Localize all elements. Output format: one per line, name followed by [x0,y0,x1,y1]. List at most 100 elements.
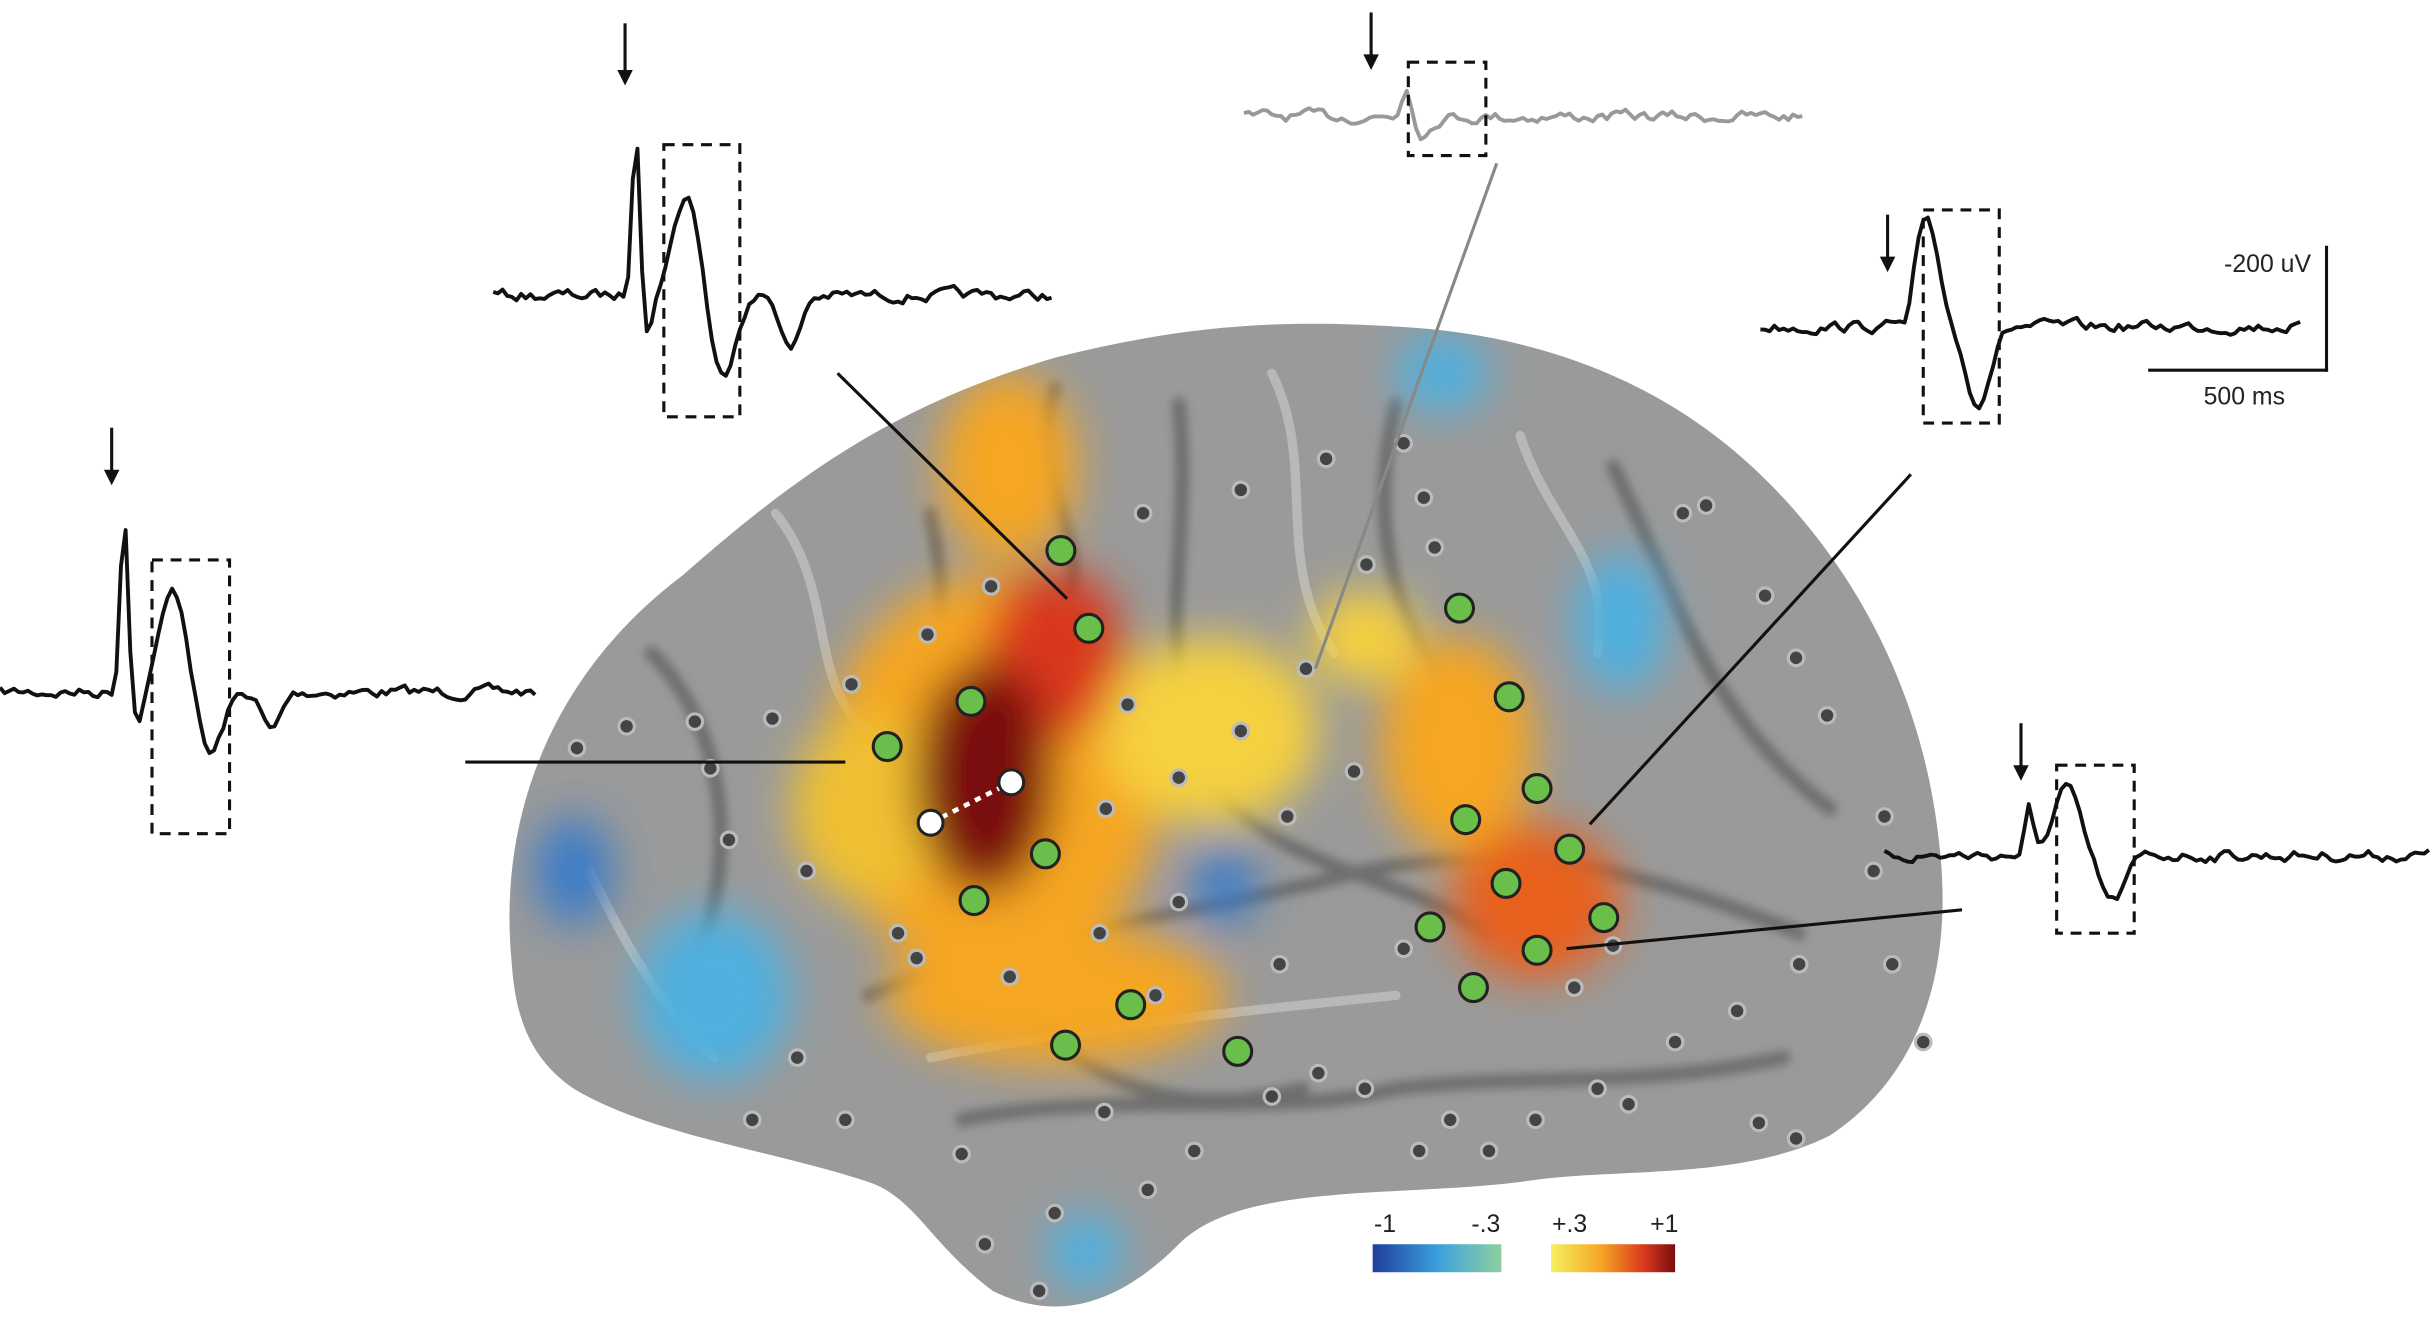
recording-electrode [975,1234,995,1254]
activation [915,661,1055,895]
recording-electrode [1095,1102,1114,1122]
colorbar-label: -.3 [1471,1211,1500,1238]
traces [0,12,2431,951]
activation-map [535,334,1668,1291]
recording-electrode [1394,939,1413,959]
responsive-electrode [1444,592,1476,624]
recording-electrode [1133,503,1153,523]
stimulus-arrowhead [103,469,120,486]
recording-electrode [835,1110,855,1130]
activation [1101,637,1319,825]
evoked-response [1588,208,2301,826]
activation [938,373,1078,560]
recording-electrode [1727,1001,1747,1021]
responsive-electrode [1457,972,1489,1004]
colorbar-label: -1 [1374,1211,1396,1238]
recording-electrode [918,625,937,644]
recording-electrode [1169,892,1189,912]
stimulation-pair-link [929,780,1013,825]
responsive-electrode [1045,535,1077,567]
responsive-electrode [1073,612,1105,644]
recording-electrode [1296,659,1316,679]
colorbar-label: +1 [1650,1211,1678,1238]
recording-electrode [1316,449,1336,469]
time-label: 500 ms [2204,383,2285,410]
recording-electrode [719,830,739,850]
recording-electrode [1355,1079,1375,1099]
scale-bar: -200 uV 500 ms [2148,245,2329,410]
recording-electrode [742,1110,762,1130]
recording-electrode [1913,1032,1933,1052]
recording-electrode [617,716,636,736]
recording-electrode [1029,1281,1049,1301]
recording-electrode [567,738,587,758]
stimulus-arrowhead [1879,256,1896,273]
responsive-electrode [955,685,987,717]
colorbar-positive [1551,1244,1676,1273]
recording-electrode [1184,1141,1204,1161]
responsive-electrode [1050,1029,1082,1061]
recording-electrode [842,674,861,694]
waveform [492,146,1053,378]
recording-electrode [1864,861,1883,881]
recording-electrode [1564,978,1584,997]
deactivation [1194,847,1257,926]
activation [1450,824,1621,980]
responsive-electrode [871,730,903,763]
recording-electrode [907,948,926,968]
recording-electrode [1665,1032,1685,1052]
recording-electrode [1146,986,1165,1005]
recording-electrode [1138,1180,1158,1200]
stimulus-arrowhead [2013,765,2029,781]
recording-electrode [1817,706,1837,725]
sulcus [1606,459,1838,816]
waveform [1243,88,1803,142]
waveform [0,528,537,756]
stimulus-arrowhead [1363,54,1379,70]
recording-electrode [1231,721,1251,741]
recording-electrode [1278,807,1297,826]
response-window [150,558,232,836]
response-window [662,143,742,419]
recording-electrode [1440,1110,1460,1130]
recording-electrode [1118,695,1137,714]
recording-electrode [1262,1087,1282,1106]
colorbar-label: +.3 [1552,1211,1587,1238]
recording-electrode [1270,954,1289,974]
recording-electrode [1096,799,1116,819]
response-window [1406,60,1488,158]
leader-line [1313,162,1499,670]
deactivation [1574,552,1668,693]
evoked-response [492,23,1069,600]
stimulation-electrode [997,768,1026,797]
waveform [1760,215,2301,411]
stimulation-electrode [916,808,945,837]
recording-electrode [1045,1203,1064,1223]
activation [1310,591,1420,685]
gyrus [1267,368,1339,658]
recording-electrode [1786,648,1806,668]
recording-electrode [1090,923,1109,943]
recording-electrode [797,861,816,881]
recording-electrode [1673,503,1693,523]
recording-electrode [1875,807,1894,826]
response-window [2055,763,2136,935]
recording-electrode [1749,1113,1769,1133]
leader-line [1566,908,1963,951]
recording-electrode [787,1048,807,1067]
deactivation [635,909,792,1081]
recording-electrode [1414,488,1434,508]
recording-electrode [685,712,705,731]
recording-electrode [1409,1141,1429,1161]
colorbar-negative [1372,1244,1502,1273]
recording-electrode [981,577,1001,596]
deactivation [1046,1213,1125,1291]
activation [884,925,1226,1066]
responsive-electrode [1414,911,1446,943]
recording-electrode [763,709,782,728]
evoked-response [1566,723,2431,951]
colorbar: -1 -.3 +.3 +1 [1372,1211,1678,1273]
electrodes [567,433,1933,1301]
leader-line [836,372,1069,600]
